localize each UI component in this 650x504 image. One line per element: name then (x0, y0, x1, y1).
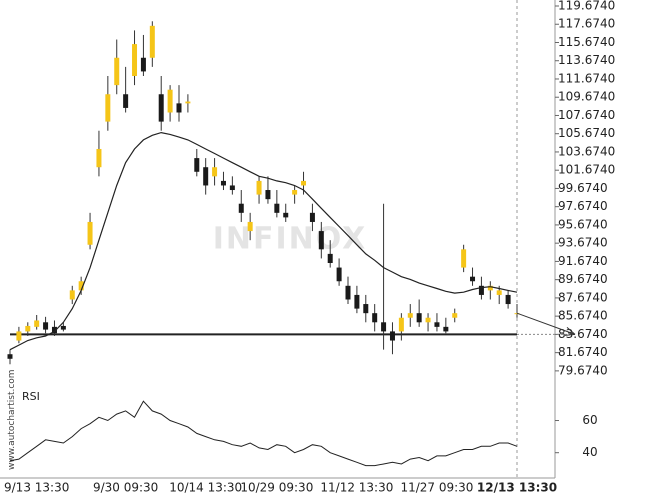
rsi-line (9, 400, 518, 467)
candle-body (247, 221, 253, 232)
candle-body (60, 325, 66, 330)
rsi-title: RSI (22, 390, 40, 403)
candle-body (301, 180, 307, 186)
candle-body (461, 249, 467, 268)
candle-body (478, 285, 484, 295)
arrow-head (564, 327, 576, 336)
forecast-arrow (516, 312, 576, 335)
y-tick-label: 93.6740 (558, 236, 608, 250)
candle-body (203, 167, 209, 186)
candle-body (123, 94, 129, 108)
candle-body (105, 94, 111, 122)
x-tick-label: 9/13 13:30 (4, 481, 69, 495)
x-tick-label: 11/27 09:30 (400, 481, 473, 495)
y-tick-label: 91.6740 (558, 254, 608, 268)
candle-body (114, 57, 120, 86)
y-tick-label: 99.6740 (558, 181, 608, 195)
candle-body (43, 322, 49, 330)
candle-body (505, 294, 511, 305)
y-tick-label: 117.6740 (558, 17, 615, 31)
moving-average (9, 131, 518, 351)
y-tick-label: 95.6740 (558, 217, 608, 231)
candle-body (407, 313, 413, 318)
candle-body (398, 317, 404, 332)
candle-body (265, 190, 271, 200)
y-tick-label: 81.6740 (558, 345, 608, 359)
y-tick-label: 60 (582, 413, 597, 427)
candle-body (389, 331, 395, 341)
candle-body (470, 276, 476, 282)
y-tick-label: 87.6740 (558, 290, 608, 304)
candle-body (176, 103, 182, 113)
candle-body (25, 325, 31, 332)
y-tick-label: 85.6740 (558, 309, 608, 323)
y-tick-label: 105.6740 (558, 126, 615, 140)
candle-body (443, 326, 449, 332)
candle-body (434, 322, 440, 327)
candle-body (7, 354, 13, 359)
candle-body (238, 203, 244, 213)
candle-body (140, 57, 146, 72)
candle-body (487, 285, 493, 291)
candle-body (496, 290, 502, 295)
y-tick-label: 103.6740 (558, 144, 615, 158)
candle-body (87, 221, 93, 245)
candle-body (149, 25, 155, 58)
candle-body (327, 253, 333, 264)
y-tick-label: 119.6740 (558, 0, 615, 13)
candle-body (318, 231, 324, 250)
candle-body (158, 94, 164, 122)
candle-body (292, 190, 298, 195)
candle-body (220, 180, 226, 186)
x-tick-label: 12/13 13:30 (477, 481, 557, 495)
candle-body (372, 313, 378, 323)
y-tick-label: 109.6740 (558, 90, 615, 104)
candle-body (78, 281, 84, 291)
candle-body (51, 326, 57, 334)
candle-body (212, 167, 218, 177)
watermark: INFINOX (213, 222, 368, 257)
y-tick-label: 115.6740 (558, 35, 615, 49)
candle-body (354, 294, 360, 309)
y-tick-label: 113.6740 (558, 53, 615, 67)
candle-body (416, 313, 422, 323)
candle-body (185, 101, 191, 104)
candle-body (363, 304, 369, 314)
y-tick-label: 97.6740 (558, 199, 608, 213)
y-tick-label: 101.6740 (558, 163, 615, 177)
candle-body (283, 212, 289, 218)
x-tick-label: 9/30 09:30 (93, 481, 158, 495)
y-tick-label: 89.6740 (558, 272, 608, 286)
candle-body (274, 203, 280, 213)
candle-body (229, 185, 235, 191)
candle-body (345, 285, 351, 300)
credit: www.autochartist.com (7, 369, 17, 470)
candle-body (132, 44, 138, 77)
candle-body (256, 180, 262, 195)
x-tick-label: 10/14 13:30 (169, 481, 242, 495)
candle-body (381, 322, 387, 332)
candle-body (336, 267, 342, 282)
y-tick-label: 40 (582, 445, 597, 459)
candle-body (309, 212, 315, 222)
x-tick-label: 10/29 09:30 (240, 481, 313, 495)
candle-body (96, 148, 102, 168)
x-tick-label: 11/12 13:30 (320, 481, 393, 495)
candle-body (167, 89, 173, 113)
candle-body (425, 317, 431, 323)
candle-body (34, 320, 40, 327)
candle-body (16, 331, 22, 341)
y-tick-label: 111.6740 (558, 71, 615, 85)
y-tick-label: 107.6740 (558, 108, 615, 122)
y-tick-label: 79.6740 (558, 363, 608, 377)
candle-body (452, 313, 458, 318)
candle-body (194, 158, 200, 172)
candle-body (69, 290, 75, 300)
